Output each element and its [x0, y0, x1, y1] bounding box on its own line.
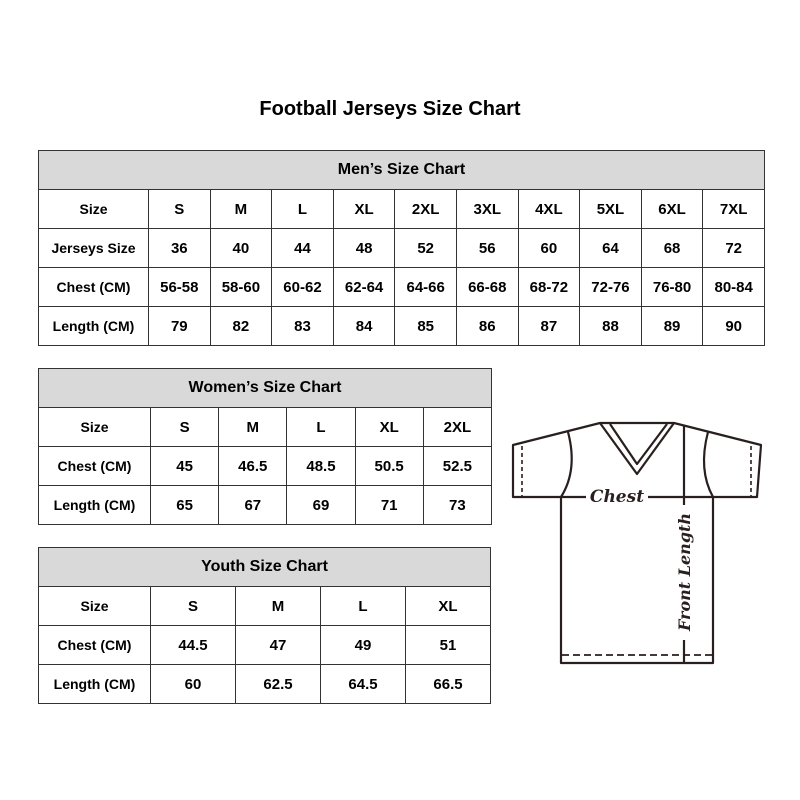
table-title: Women’s Size Chart [38, 368, 492, 408]
table-row: Chest (CM) 44.5 47 49 51 [38, 625, 491, 665]
table-row: Chest (CM) 45 46.5 48.5 50.5 52.5 [38, 446, 493, 486]
table-cell: 67 [218, 485, 288, 525]
table-row: Size S M L XL 2XL [38, 407, 493, 447]
table-cell: 66-68 [455, 267, 519, 307]
chest-label: Chest [590, 487, 644, 507]
table-cell: 62-64 [332, 267, 396, 307]
row-label: Chest (CM) [38, 446, 151, 486]
table-cell: 44.5 [150, 625, 236, 665]
table-title: Men’s Size Chart [38, 150, 765, 190]
table-cell: 73 [422, 485, 493, 525]
collar-outer [598, 421, 676, 476]
table-cell: 76-80 [640, 267, 704, 307]
table-cell: S [149, 407, 220, 447]
table-cell: 6XL [640, 189, 704, 229]
table-cell: 80-84 [702, 267, 765, 307]
table-cell: 87 [517, 306, 581, 346]
front-length-label: Front Length [675, 513, 694, 632]
table-cell: 51 [405, 625, 491, 665]
table-cell: 7XL [702, 189, 765, 229]
table-title: Youth Size Chart [38, 547, 491, 587]
table-cell: 36 [148, 228, 211, 268]
page-title: Football Jerseys Size Chart [259, 98, 521, 120]
table-row: Length (CM) 65 67 69 71 73 [38, 485, 493, 525]
table-cell: 68-72 [517, 267, 581, 307]
table-cell: 72-76 [579, 267, 642, 307]
table-cell: L [320, 586, 406, 626]
table-cell: 48 [332, 228, 396, 268]
table-cell: 90 [702, 306, 765, 346]
row-label: Size [38, 189, 149, 229]
table-cell: 44 [271, 228, 334, 268]
row-label: Size [38, 407, 151, 447]
table-cell: 64.5 [320, 664, 406, 704]
table-cell: 49 [320, 625, 406, 665]
row-label: Size [38, 586, 151, 626]
table-cell: 5XL [579, 189, 642, 229]
table-cell: 50.5 [354, 446, 424, 486]
table-cell: 62.5 [235, 664, 321, 704]
table-cell: 86 [455, 306, 519, 346]
table-cell: 68 [640, 228, 704, 268]
table-cell: 88 [579, 306, 642, 346]
row-label: Chest (CM) [38, 625, 151, 665]
table-cell: 71 [354, 485, 424, 525]
table-cell: XL [354, 407, 424, 447]
table-row: Length (CM) 79 82 83 84 85 86 87 88 89 90 [38, 306, 765, 346]
table-cell: 69 [286, 485, 356, 525]
right-sleeve-seam [702, 431, 714, 498]
table-cell: 52.5 [422, 446, 493, 486]
table-cell: 85 [394, 306, 457, 346]
table-row: Length (CM) 60 62.5 64.5 66.5 [38, 664, 491, 704]
left-sleeve-seam [560, 431, 573, 498]
table-cell: M [235, 586, 321, 626]
table-cell: 79 [148, 306, 211, 346]
table-cell: 47 [235, 625, 321, 665]
table-cell: 60 [150, 664, 236, 704]
table-cell: 40 [209, 228, 273, 268]
table-cell: 60 [517, 228, 581, 268]
table-cell: 56-58 [148, 267, 211, 307]
table-row: Size S M L XL [38, 586, 491, 626]
table-cell: XL [332, 189, 396, 229]
table-cell: L [271, 189, 334, 229]
table-cell: 45 [149, 446, 220, 486]
table-cell: 48.5 [286, 446, 356, 486]
jersey-outline [511, 421, 763, 665]
table-row: Size S M L XL 2XL 3XL 4XL 5XL 6XL 7XL [38, 189, 765, 229]
collar-inner [609, 423, 668, 466]
table-cell: 66.5 [405, 664, 491, 704]
table-cell: 60-62 [271, 267, 334, 307]
row-label: Length (CM) [38, 485, 151, 525]
table-cell: S [150, 586, 236, 626]
mens-size-table: Men’s Size Chart Size S M L XL 2XL 3XL 4XL 5XL 6XL… [38, 150, 765, 346]
table-cell: 2XL [422, 407, 493, 447]
youth-size-table: Youth Size Chart Size S M L XL Chest (CM) 44.5 4… [38, 547, 491, 704]
row-label: Jerseys Size [38, 228, 149, 268]
table-cell: 82 [209, 306, 273, 346]
table-row: Jerseys Size 36 40 44 48 52 56 60 64 68 72 [38, 228, 765, 268]
table-cell: 84 [332, 306, 396, 346]
table-cell: L [286, 407, 356, 447]
table-cell: M [218, 407, 288, 447]
womens-size-table: Women’s Size Chart Size S M L XL 2XL Chest (CM)… [38, 368, 493, 525]
table-cell: 65 [149, 485, 220, 525]
row-label: Length (CM) [38, 306, 149, 346]
